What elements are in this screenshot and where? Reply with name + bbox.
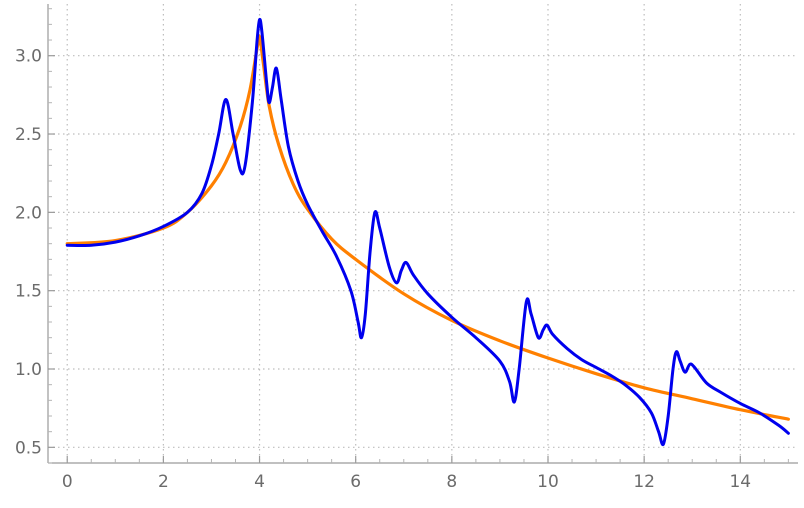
- y-tick-label: 3.0: [15, 47, 42, 67]
- x-tick-label: 4: [254, 472, 265, 492]
- x-tick-label: 14: [729, 472, 751, 492]
- orange-series-line: [65, 34, 790, 421]
- blue-series-line: [65, 17, 790, 447]
- y-tick-label: 0.5: [15, 438, 42, 458]
- y-tick-label: 2.0: [15, 203, 42, 223]
- x-tick-label: 2: [158, 472, 169, 492]
- x-tick-label: 12: [633, 472, 655, 492]
- series-lines: [65, 17, 790, 447]
- x-tick-label: 8: [446, 472, 457, 492]
- x-tick-label: 6: [350, 472, 361, 492]
- x-tick-label: 0: [62, 472, 73, 492]
- y-tick-label: 2.5: [15, 125, 42, 145]
- y-tick-label: 1.0: [15, 360, 42, 380]
- tick-labels: 0 2 4 6 8 10 12 14 0.5 1.0 1.5 2.0 2.5 3.0: [15, 47, 751, 492]
- x-tick-label: 10: [537, 472, 559, 492]
- axes: [47, 4, 798, 464]
- grid-lines: [48, 4, 798, 463]
- y-tick-label: 1.5: [15, 282, 42, 302]
